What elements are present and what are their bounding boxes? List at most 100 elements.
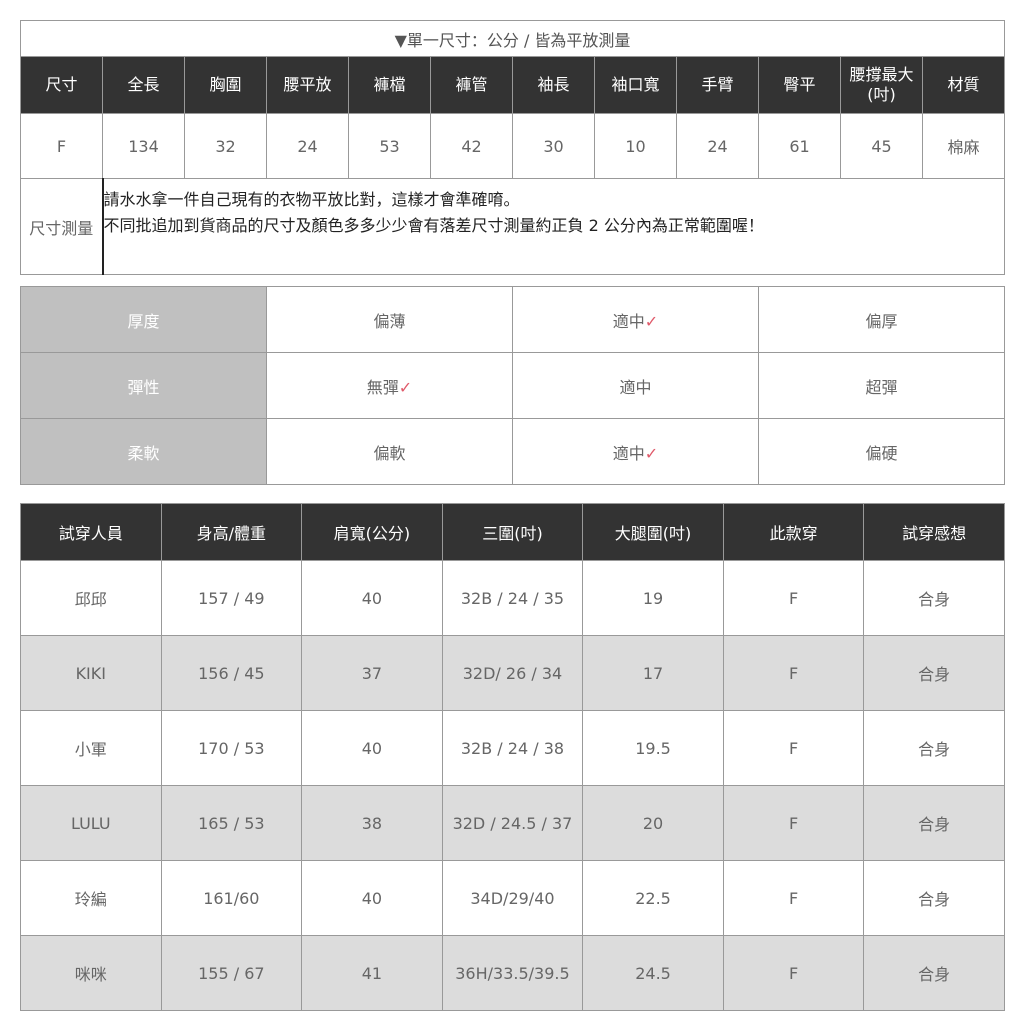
fabric-label: 柔軟 [20, 418, 267, 485]
fitting-cell: 24.5 [582, 935, 724, 1011]
fabric-option: 偏薄 [266, 286, 513, 353]
fabric-label: 彈性 [20, 352, 267, 419]
fitting-cell: 36H/33.5/39.5 [441, 935, 584, 1011]
fabric-option: 無彈✓ [266, 352, 513, 419]
fitting-cell: 155 / 67 [160, 935, 303, 1011]
fitting-cell: 165 / 53 [160, 785, 303, 861]
fabric-option-text: 適中 [612, 443, 645, 463]
fitting-cell: 40 [301, 560, 443, 636]
fitting-cell: F [722, 860, 865, 936]
fitting-cell: 32D/ 26 / 34 [441, 635, 584, 711]
fitting-cell: 41 [301, 935, 443, 1011]
fitting-cell: 邱邱 [20, 560, 162, 636]
size-value: 棉麻 [922, 113, 1005, 179]
size-header: 胸圍 [184, 56, 267, 114]
check-icon: ✓ [398, 377, 413, 397]
size-table: ▼單一尺寸：公分 / 皆為平放測量 尺寸 全長 胸圍 腰平放 褲檔 褲管 袖長 袖口寬 手臂 臀平… [20, 20, 1005, 275]
fitting-cell: 32B / 24 / 38 [441, 710, 584, 786]
fitting-cell: LULU [20, 785, 162, 861]
fabric-option-text: 適中 [619, 377, 652, 397]
fitting-header-row: 試穿人員 身高/體重 肩寬(公分) 三圍(吋) 大腿圍(吋) 此款穿 試穿感想 [20, 503, 1005, 561]
note-label: 尺寸測量 [20, 178, 103, 275]
fitting-cell: 34D/29/40 [441, 860, 584, 936]
fitting-header: 肩寬(公分) [301, 503, 443, 561]
size-header: 褲管 [430, 56, 513, 114]
fabric-option-text: 適中 [612, 311, 645, 331]
fitting-header: 試穿人員 [20, 503, 162, 561]
fabric-option: 適中✓ [512, 286, 759, 353]
fabric-option-text: 偏薄 [373, 311, 406, 331]
fitting-cell: 157 / 49 [160, 560, 303, 636]
fitting-row: 咪咪 155 / 67 41 36H/33.5/39.5 24.5 F 合身 [20, 935, 1005, 1011]
fitting-cell: 合身 [863, 860, 1005, 936]
fitting-header: 試穿感想 [863, 503, 1005, 561]
fitting-cell: 32D / 24.5 / 37 [441, 785, 584, 861]
fabric-option: 偏軟 [266, 418, 513, 485]
size-value: 24 [676, 113, 759, 179]
size-header: 袖口寬 [594, 56, 677, 114]
fabric-table: 厚度 偏薄 適中✓ 偏厚 彈性 無彈✓ 適中 超彈 柔軟 偏軟 適中✓ 偏硬 [20, 286, 1005, 485]
fabric-option-text: 偏厚 [865, 311, 898, 331]
fitting-cell: 20 [582, 785, 724, 861]
fitting-cell: 19 [582, 560, 724, 636]
size-value: 45 [840, 113, 923, 179]
fitting-cell: 170 / 53 [160, 710, 303, 786]
size-value: 53 [348, 113, 431, 179]
fabric-option: 偏厚 [758, 286, 1005, 353]
size-table-title: ▼單一尺寸：公分 / 皆為平放測量 [20, 20, 1005, 57]
fitting-cell: 咪咪 [20, 935, 162, 1011]
fitting-cell: 玲編 [20, 860, 162, 936]
check-icon: ✓ [644, 311, 659, 331]
fitting-header: 大腿圍(吋) [582, 503, 724, 561]
fabric-option: 適中✓ [512, 418, 759, 485]
size-header: 尺寸 [20, 56, 103, 114]
fitting-cell: 32B / 24 / 35 [441, 560, 584, 636]
fitting-cell: KIKI [20, 635, 162, 711]
size-value: 24 [266, 113, 349, 179]
fitting-cell: F [722, 710, 865, 786]
fabric-row: 厚度 偏薄 適中✓ 偏厚 [20, 286, 1005, 353]
fitting-cell: 17 [582, 635, 724, 711]
fitting-cell: 38 [301, 785, 443, 861]
fabric-option: 適中 [512, 352, 759, 419]
note-line: 請水水拿一件自己現有的衣物平放比對，這樣才會準確唷。 [103, 190, 520, 209]
fabric-option-text: 偏軟 [373, 443, 406, 463]
fitting-cell: 合身 [863, 635, 1005, 711]
fitting-cell: F [722, 935, 865, 1011]
size-value: 10 [594, 113, 677, 179]
fitting-cell: 22.5 [582, 860, 724, 936]
fitting-cell: 161/60 [160, 860, 303, 936]
size-header: 全長 [102, 56, 185, 114]
size-value: 134 [102, 113, 185, 179]
fitting-row: 邱邱 157 / 49 40 32B / 24 / 35 19 F 合身 [20, 560, 1005, 636]
fitting-cell: 40 [301, 710, 443, 786]
fitting-cell: F [722, 635, 865, 711]
size-header: 袖長 [512, 56, 595, 114]
fitting-header: 身高/體重 [160, 503, 303, 561]
fitting-header: 此款穿 [722, 503, 865, 561]
fitting-cell: 40 [301, 860, 443, 936]
size-header: 腰平放 [266, 56, 349, 114]
fitting-table: 試穿人員 身高/體重 肩寬(公分) 三圍(吋) 大腿圍(吋) 此款穿 試穿感想 邱邱 157 /… [20, 503, 1005, 1011]
fitting-cell: F [722, 560, 865, 636]
fitting-cell: 19.5 [582, 710, 724, 786]
size-value: F [20, 113, 103, 179]
size-header: 手臂 [676, 56, 759, 114]
fabric-option: 超彈 [758, 352, 1005, 419]
size-header: 材質 [922, 56, 1005, 114]
check-icon: ✓ [644, 443, 659, 463]
fitting-cell: 156 / 45 [160, 635, 303, 711]
size-value: 32 [184, 113, 267, 179]
fitting-row: LULU 165 / 53 38 32D / 24.5 / 37 20 F 合身 [20, 785, 1005, 861]
size-value: 42 [430, 113, 513, 179]
fitting-cell: 合身 [863, 785, 1005, 861]
fitting-row: 玲編 161/60 40 34D/29/40 22.5 F 合身 [20, 860, 1005, 936]
fitting-cell: 小軍 [20, 710, 162, 786]
note-text: 請水水拿一件自己現有的衣物平放比對，這樣才會準確唷。 不同批追加到貨商品的尺寸及… [101, 178, 1005, 275]
fitting-cell: 37 [301, 635, 443, 711]
fabric-option-text: 偏硬 [865, 443, 898, 463]
note-line: 不同批追加到貨商品的尺寸及顏色多多少少會有落差尺寸測量約正負 2 公分內為正常範… [103, 216, 764, 235]
fabric-option-text: 超彈 [865, 377, 898, 397]
fabric-option-text: 無彈 [366, 377, 399, 397]
fitting-cell: 合身 [863, 560, 1005, 636]
